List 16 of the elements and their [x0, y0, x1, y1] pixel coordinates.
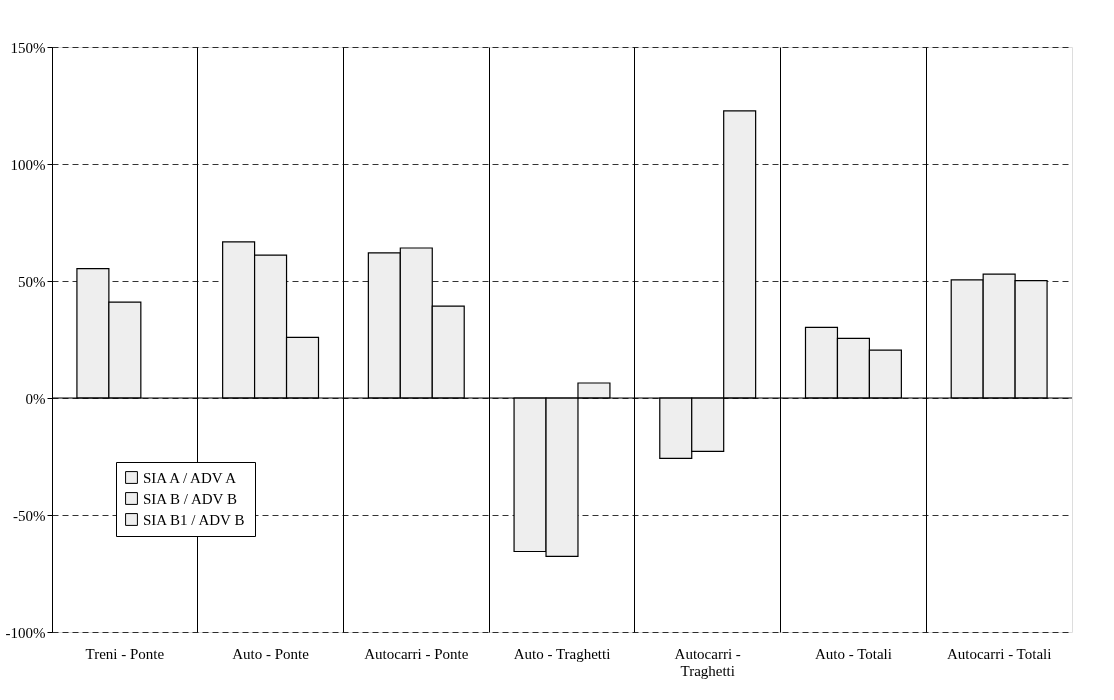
x-tick-label: Auto - Ponte — [232, 645, 310, 662]
y-tick-label: 150% — [10, 39, 46, 56]
y-tick-label: 50% — [18, 273, 46, 290]
x-tick-label: Auto - Totali — [814, 645, 892, 662]
y-tick-label: 0% — [25, 390, 46, 407]
y-tick-label: -100% — [5, 624, 46, 641]
x-tick-label: Autocarri - Totali — [946, 645, 1052, 662]
x-tick-label: Treni - Ponte — [85, 645, 165, 662]
x-tick-label: Autocarri - Ponte — [364, 645, 469, 662]
y-tick-label: 100% — [10, 156, 46, 173]
x-tick-label: Autocarri - Traghetti — [674, 645, 741, 679]
legend-label: SIA A / ADV A — [143, 469, 237, 486]
legend-label: SIA B1 / ADV B — [143, 511, 245, 528]
legend-label: SIA B / ADV B — [143, 490, 237, 507]
y-tick-label: -50% — [13, 507, 46, 524]
x-tick-label: Auto - Traghetti — [513, 645, 611, 662]
